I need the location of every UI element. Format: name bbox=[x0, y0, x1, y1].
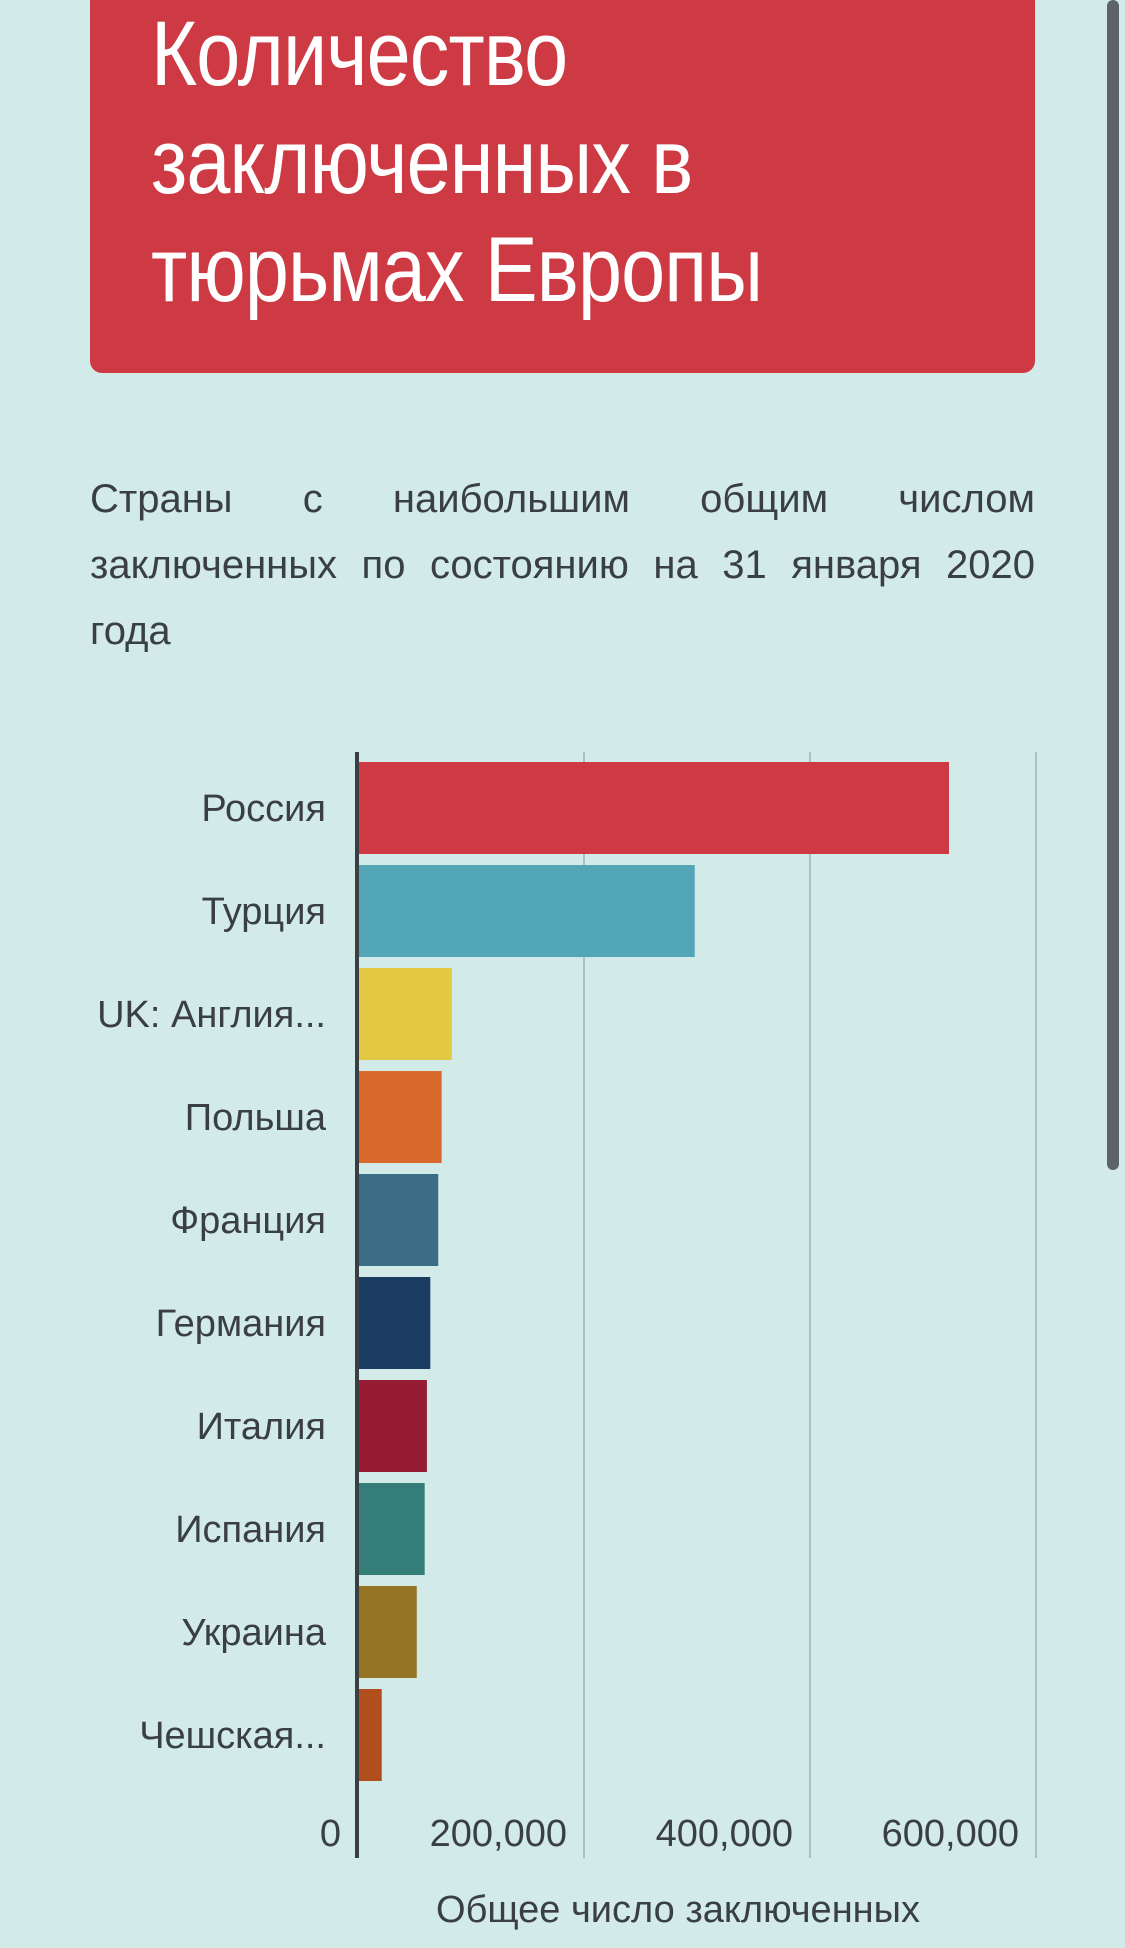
bar bbox=[358, 1071, 442, 1163]
title-banner: Количество заключенных в тюрьмах Европы bbox=[90, 0, 1035, 373]
title-line-3: тюрьмах Европы bbox=[151, 219, 763, 321]
bar bbox=[358, 865, 695, 957]
bar-chart: Россия Турция UK: Англия... Польша Франция Ге… bbox=[97, 752, 1037, 1931]
title-line-1: Количество bbox=[151, 3, 568, 105]
category-label: Германия bbox=[156, 1303, 326, 1345]
category-label: Украина bbox=[181, 1612, 327, 1654]
bar bbox=[358, 762, 949, 854]
category-label: Польша bbox=[185, 1097, 327, 1139]
page-title: Количество заключенных в тюрьмах Европы bbox=[151, 0, 968, 324]
tick-label: 0 bbox=[320, 1813, 341, 1855]
scrollbar[interactable] bbox=[1107, 0, 1119, 1170]
category-label: Италия bbox=[197, 1406, 326, 1448]
category-label: Россия bbox=[201, 788, 326, 830]
x-axis-title: Общее число заключенных bbox=[436, 1889, 920, 1931]
bar bbox=[358, 1380, 427, 1472]
bar bbox=[358, 1483, 425, 1575]
chart-subtitle: Страны с наибольшим общим числом заключе… bbox=[90, 477, 1035, 653]
bar bbox=[358, 1277, 431, 1369]
bar bbox=[358, 1586, 417, 1678]
tick-label: 400,000 bbox=[656, 1813, 793, 1855]
bar bbox=[358, 1689, 382, 1781]
tick-label: 200,000 bbox=[430, 1813, 567, 1855]
category-label: Чешская... bbox=[139, 1715, 326, 1757]
category-label: Франция bbox=[170, 1200, 326, 1242]
category-label: Турция bbox=[202, 891, 326, 933]
tick-label: 600,000 bbox=[882, 1813, 1019, 1855]
category-label: Испания bbox=[175, 1509, 326, 1551]
bar bbox=[358, 1174, 439, 1266]
title-line-2: заключенных в bbox=[151, 111, 693, 213]
category-label: UK: Англия... bbox=[97, 994, 326, 1036]
bar bbox=[358, 968, 452, 1060]
